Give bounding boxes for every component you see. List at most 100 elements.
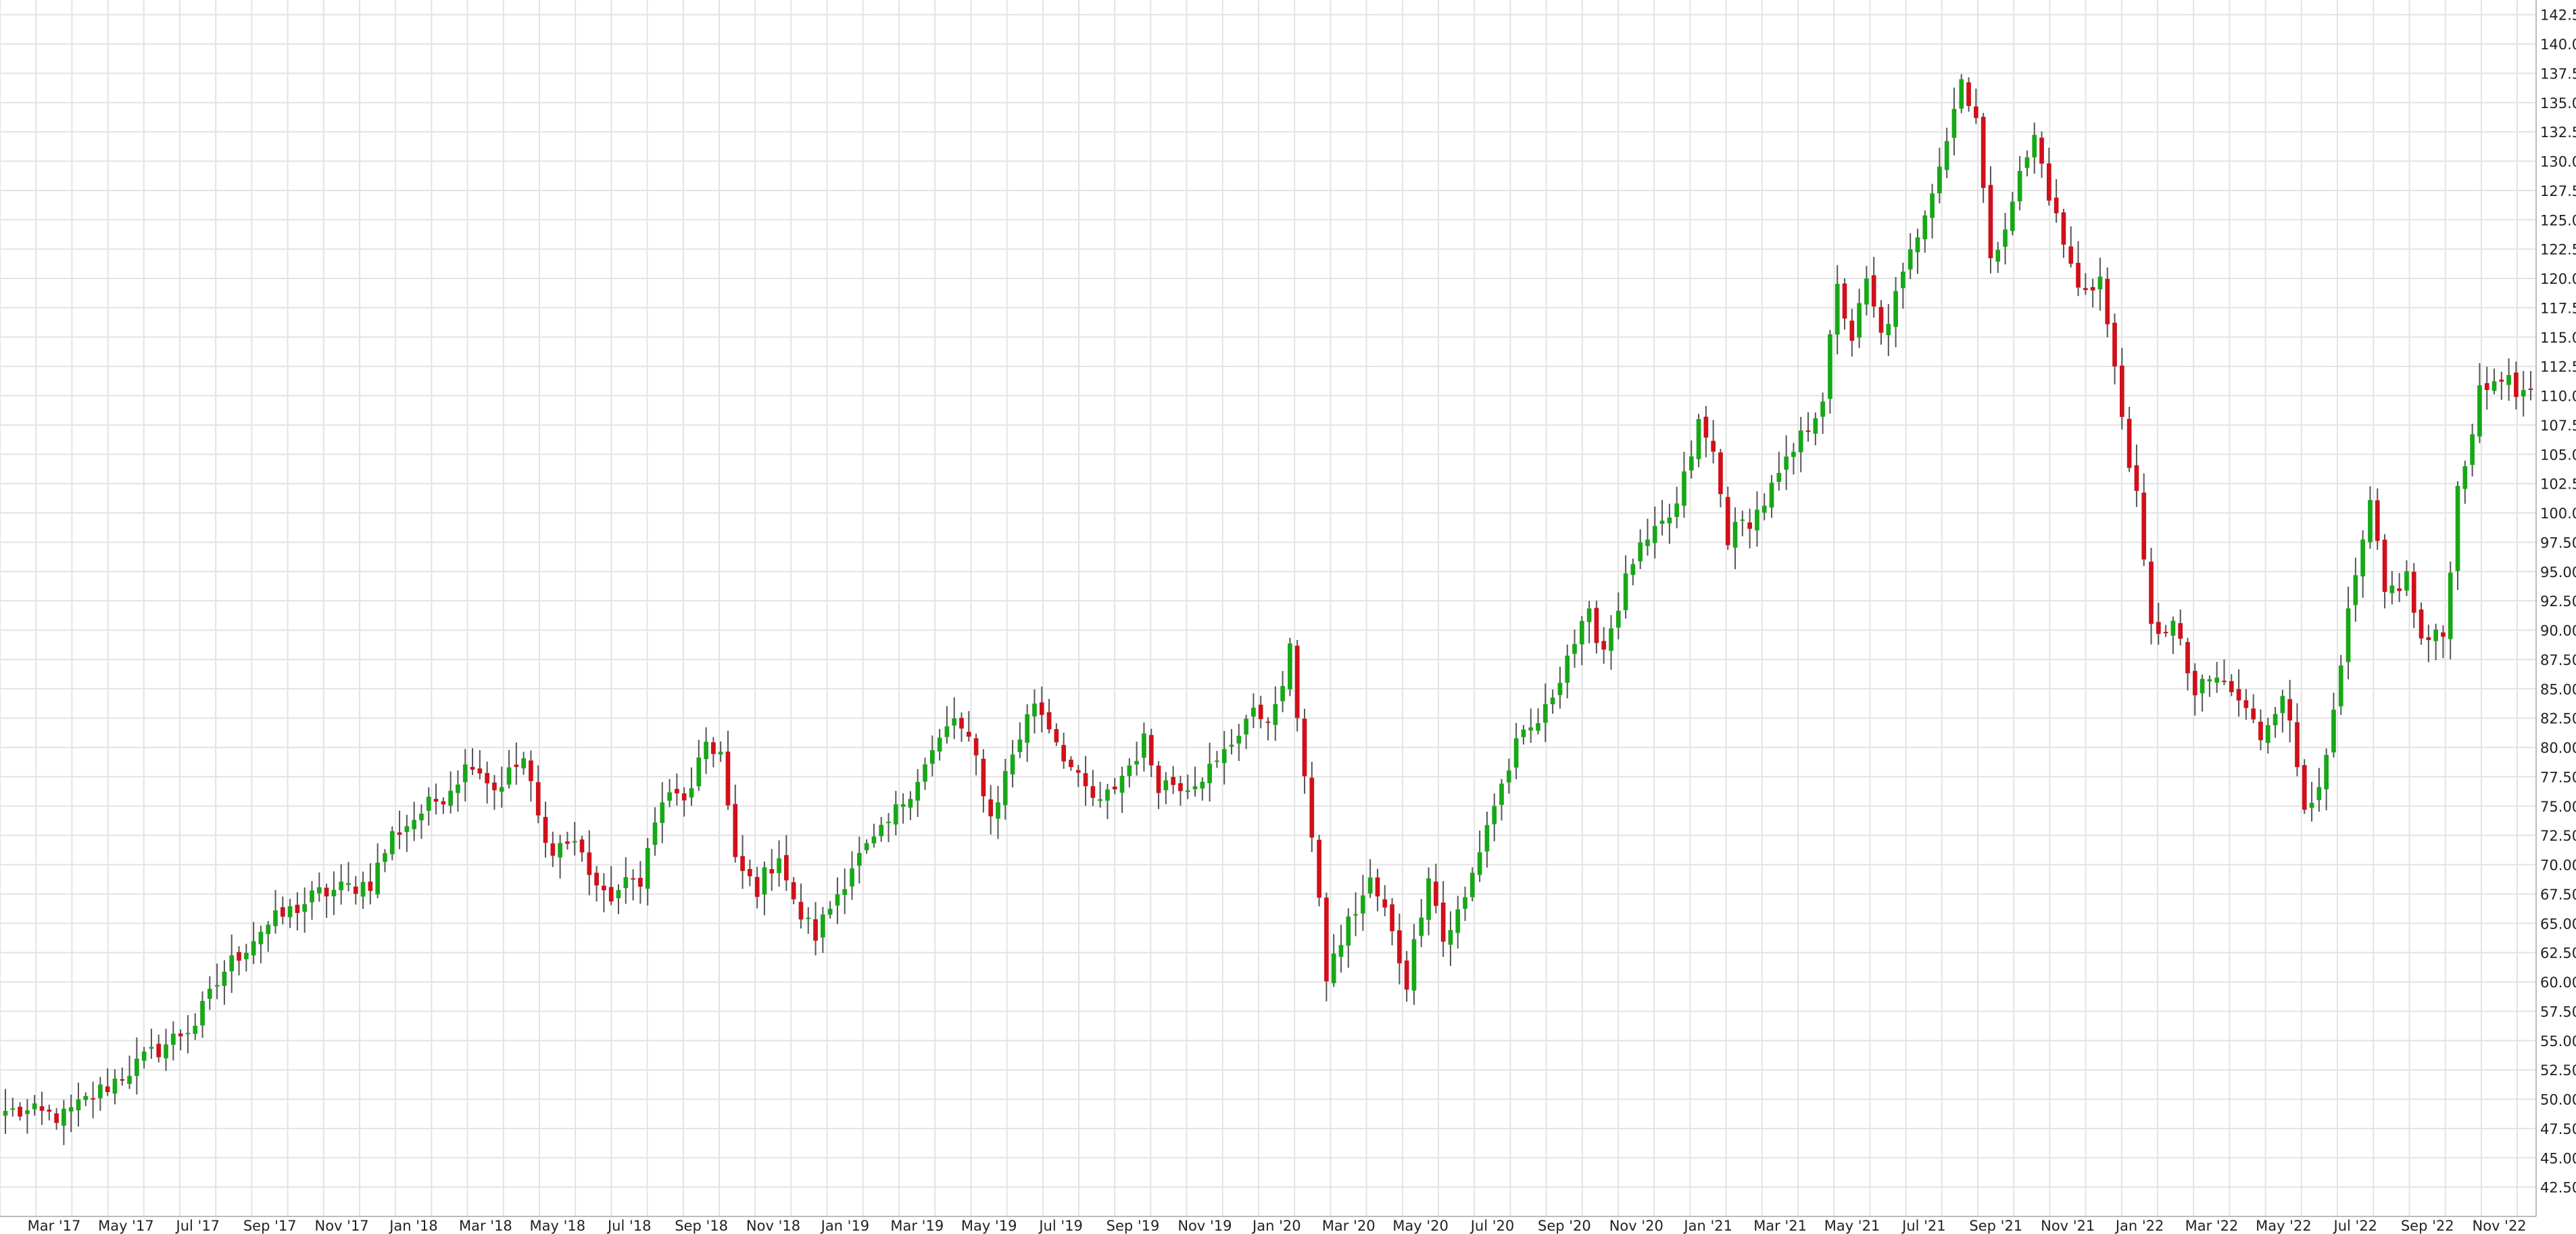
y-tick-label: 45.00 [2540, 1150, 2576, 1166]
candle [1346, 908, 1351, 968]
candle [1791, 443, 1796, 475]
candle [827, 901, 833, 919]
candle [1112, 778, 1117, 795]
candle [1309, 762, 1315, 853]
candle [1324, 892, 1329, 1002]
candle [1192, 766, 1198, 797]
candle [1083, 756, 1088, 806]
candle [820, 907, 825, 954]
candle [448, 771, 454, 814]
candle [1864, 266, 1869, 316]
candle-body-up [2024, 157, 2030, 168]
candle-body-up [32, 1103, 37, 1110]
candle-body-up [1251, 708, 1256, 717]
y-tick-label: 55.00 [2540, 1033, 2576, 1050]
candle-body-down [543, 816, 548, 843]
candle [514, 742, 519, 785]
candle [1674, 487, 1680, 528]
x-tick-label: Jul '22 [2333, 1218, 2378, 1234]
candle [944, 706, 950, 744]
candle [850, 851, 854, 900]
candle-body-down [47, 1110, 52, 1112]
candle-body-up [1857, 303, 1862, 338]
candle [1630, 558, 1636, 586]
candle [1200, 777, 1205, 801]
candle-body-up [2207, 679, 2212, 682]
candle-body-down [2039, 137, 2044, 164]
y-tick-label: 142.50 [2540, 7, 2576, 24]
candle [1367, 859, 1373, 898]
x-tick-label: Nov '20 [1609, 1218, 1663, 1234]
x-tick-label: Nov '21 [2041, 1218, 2095, 1234]
candle-body-up [448, 791, 454, 806]
candle [1959, 74, 1964, 114]
candle-body-up [141, 1052, 147, 1061]
y-tick-label: 82.50 [2540, 711, 2576, 727]
candle-body-up [2017, 170, 2022, 201]
candle [1207, 742, 1212, 801]
candle [1980, 113, 1986, 203]
candle [631, 869, 635, 901]
y-tick-label: 87.50 [2540, 652, 2576, 668]
x-tick-label: May '21 [1824, 1218, 1880, 1234]
candle [1163, 772, 1169, 805]
candle [886, 813, 891, 843]
y-tick-label: 125.00 [2540, 212, 2576, 228]
candle-body-up [462, 764, 468, 783]
candle [1331, 934, 1336, 987]
candle-body-up [937, 737, 942, 752]
candle [193, 1013, 198, 1040]
candle [2419, 602, 2424, 645]
grid [0, 0, 2536, 1216]
candle [310, 881, 314, 920]
candle [594, 866, 599, 902]
candle-body-down [587, 852, 592, 875]
candle-body-up [1922, 215, 1928, 240]
candle [1375, 868, 1380, 912]
candle [2411, 563, 2416, 628]
candle [1419, 899, 1424, 947]
candle-body-up [1484, 824, 1490, 852]
candle [2338, 655, 2343, 715]
candle-body-up [558, 843, 562, 858]
candle-body-down [397, 832, 402, 835]
candle [2134, 444, 2139, 508]
candle [1010, 739, 1015, 788]
candle [733, 784, 738, 863]
candle [2119, 347, 2124, 430]
candle [1776, 451, 1782, 491]
candle-body-up [2097, 276, 2103, 290]
candle [1667, 503, 1672, 544]
candle-body-up [2455, 485, 2460, 571]
candle [1615, 592, 1621, 640]
candle [2397, 572, 2402, 602]
candle-body-down [579, 839, 585, 853]
candle [2324, 748, 2329, 811]
candle [2185, 637, 2190, 691]
candle [1433, 864, 1438, 914]
candle [1105, 783, 1110, 820]
candle-body-up [2477, 385, 2482, 437]
candle [2528, 370, 2533, 401]
candle [1974, 89, 1978, 124]
candle [1098, 781, 1103, 808]
candle [959, 712, 964, 742]
candle-body-down [813, 919, 818, 941]
y-tick-label: 47.50 [2540, 1121, 2576, 1137]
candle [660, 782, 665, 843]
candle [2433, 623, 2438, 661]
candle [2302, 759, 2307, 814]
candle-body-up [1659, 520, 1665, 524]
candle-body-up [1499, 783, 1504, 805]
candle-body-down [2514, 372, 2519, 397]
candle-body-up [521, 758, 526, 768]
x-tick-label: Sep '18 [675, 1218, 728, 1234]
candle [389, 826, 395, 861]
candle [2309, 782, 2314, 822]
candle-body-down [1324, 897, 1329, 982]
x-tick-label: Jul '21 [1901, 1218, 1946, 1234]
candle-body-up [2273, 714, 2278, 726]
candle [1871, 257, 1876, 318]
candle-body-up [1426, 878, 1431, 920]
candle-body-up [112, 1079, 118, 1094]
